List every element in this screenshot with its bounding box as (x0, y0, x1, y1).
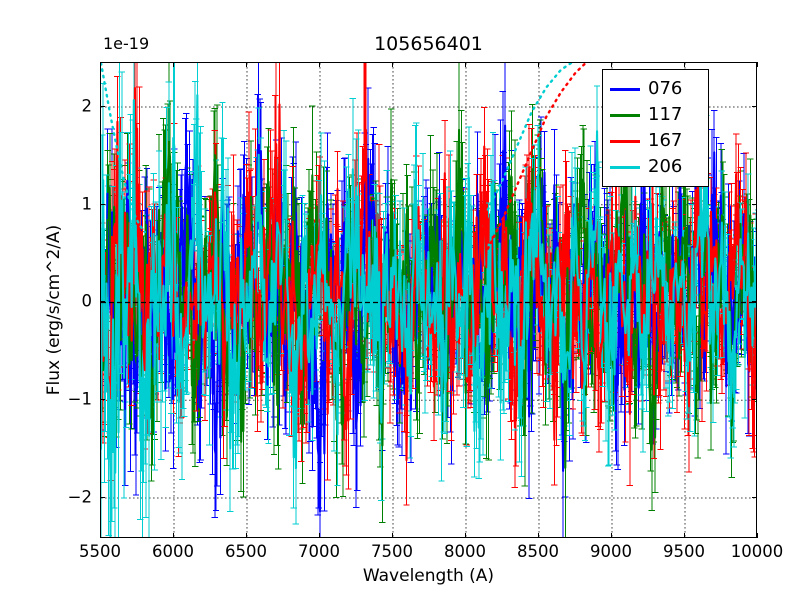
x-tick-mark-top (100, 62, 102, 67)
chart-title: 105656401 (374, 33, 483, 55)
y-tick-mark-right (752, 399, 757, 401)
x-tick-label-7500: 7500 (371, 542, 413, 561)
legend-item-206[interactable]: 206 (608, 154, 703, 180)
x-tick-mark-top (173, 62, 175, 67)
x-tick-label-9500: 9500 (663, 542, 705, 561)
spectrum-plot-svg (101, 63, 756, 537)
x-tick-mark-top (757, 62, 759, 67)
legend-item-076[interactable]: 076 (608, 76, 703, 102)
legend-label-206: 206 (648, 156, 683, 177)
plot-area (100, 62, 757, 538)
x-tick-label-7000: 7000 (298, 542, 340, 561)
y-axis-label: Flux (erg/s/cm^2/A) (44, 224, 64, 396)
envelope-curve-206-noise-blue-end (101, 63, 146, 234)
x-tick-label-6000: 6000 (152, 542, 194, 561)
y-tick-label--1: −1 (67, 389, 92, 409)
legend-swatch-117 (610, 113, 640, 117)
y-tick-label--2: −2 (67, 487, 92, 507)
legend-swatch-076 (610, 87, 640, 91)
x-tick-mark (100, 533, 102, 538)
x-tick-mark-top (246, 62, 248, 67)
envelope-curve-206-noise-red-end (486, 63, 573, 211)
legend-swatch-206 (610, 165, 640, 169)
x-tick-mark (684, 533, 686, 538)
x-tick-mark (392, 533, 394, 538)
y-tick-mark (100, 399, 105, 401)
y-tick-label-1: 1 (81, 194, 93, 214)
x-tick-mark (538, 533, 540, 538)
y-tick-mark-right (752, 301, 757, 303)
x-tick-label-10000: 10000 (730, 542, 784, 561)
x-tick-mark (465, 533, 467, 538)
x-tick-mark (246, 533, 248, 538)
x-tick-mark-top (465, 62, 467, 67)
x-axis-label: Wavelength (A) (362, 566, 495, 586)
x-tick-label-8500: 8500 (517, 542, 559, 561)
legend-label-167: 167 (648, 130, 683, 151)
spectrum-line-206 (101, 94, 756, 495)
x-tick-mark-top (319, 62, 321, 67)
x-tick-mark (173, 533, 175, 538)
x-tick-mark (319, 533, 321, 538)
y-tick-mark (100, 105, 105, 108)
x-tick-mark (611, 533, 613, 538)
x-tick-label-5500: 5500 (79, 542, 121, 561)
x-tick-mark-top (392, 62, 394, 67)
y-tick-label-2: 2 (81, 96, 93, 116)
y-tick-mark (100, 203, 105, 205)
y-axis-offset-text: 1e-19 (103, 34, 150, 53)
y-tick-mark-right (752, 105, 757, 108)
x-tick-mark-top (684, 62, 686, 67)
x-tick-mark-top (538, 62, 540, 67)
x-tick-label-9000: 9000 (590, 542, 632, 561)
y-tick-label-0: 0 (81, 291, 93, 311)
legend-label-076: 076 (648, 78, 683, 99)
y-tick-mark (100, 496, 105, 499)
x-tick-mark (757, 533, 759, 538)
y-tick-mark-right (752, 203, 757, 205)
legend-item-167[interactable]: 167 (608, 128, 703, 154)
legend-swatch-167 (610, 139, 640, 143)
envelope-curve-167-noise-red-end (486, 63, 587, 250)
x-tick-label-8000: 8000 (444, 542, 486, 561)
legend-item-117[interactable]: 117 (608, 102, 703, 128)
x-tick-mark-top (611, 62, 613, 67)
legend-box[interactable]: 076 117 167 206 (602, 69, 709, 187)
legend-label-117: 117 (648, 104, 683, 125)
y-tick-mark (100, 301, 105, 303)
x-tick-label-6500: 6500 (225, 542, 267, 561)
y-tick-mark-right (752, 496, 757, 499)
